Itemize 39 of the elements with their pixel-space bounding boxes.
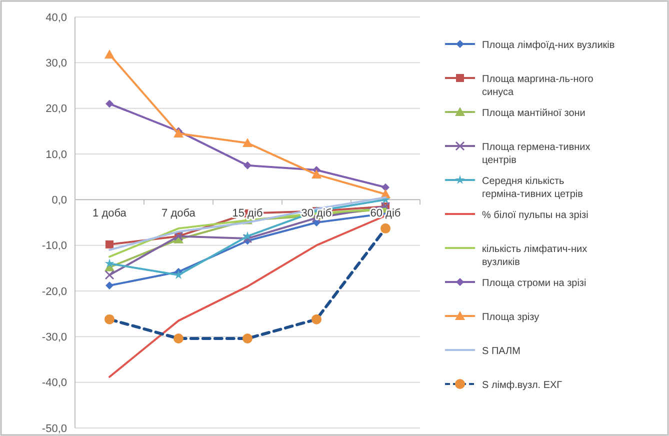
point [104,49,114,58]
x-tick-label: 7 доба [162,208,196,220]
legend-label: кількість лімфатич-них вузликів [482,244,588,268]
point [380,223,390,234]
y-tick-label: 20,0 [46,103,67,116]
point [382,183,390,192]
point [244,161,252,170]
legend-label: Площа лімфоїд-них вузликів [482,40,615,51]
point [312,314,322,324]
point [312,170,322,179]
point [242,234,252,244]
legend-label: Площа мантійної зони [482,108,586,119]
point [106,240,114,248]
y-tick-label: 30,0 [46,58,67,70]
y-tick-label: -50,0 [42,422,67,435]
y-tick-label: -20,0 [42,286,67,298]
legend-label: Середня кількість герміна-тивних цетрів [482,176,583,200]
y-tick-label: 40,0 [46,12,67,24]
point [104,270,114,280]
point [106,282,114,290]
y-tick-label: -40,0 [42,377,67,390]
legend-label: % білої пульпы на зрізі [482,210,588,221]
legend-label: Площа гермена-тивних центрів [482,142,590,166]
y-tick-label: 0,0 [52,194,67,207]
legend-label: Площа зрізу [482,312,540,323]
point [104,258,114,268]
point [104,314,114,324]
point [242,138,252,148]
legend-label: Площа строми на зрізі [482,278,586,289]
point [242,333,252,344]
y-tick-label: -30,0 [42,332,67,344]
point [174,333,184,344]
legend-label: Площа маргина-ль-ного синуса [482,74,594,98]
y-tick-label: -10,0 [42,240,67,252]
point [106,100,114,108]
legend-label: S ПАЛМ [482,346,520,357]
x-tick-label: 1 доба [92,208,128,220]
y-tick-label: 10,0 [46,148,67,161]
legend-label: S лімф.вузл. ЕХГ [482,380,563,391]
